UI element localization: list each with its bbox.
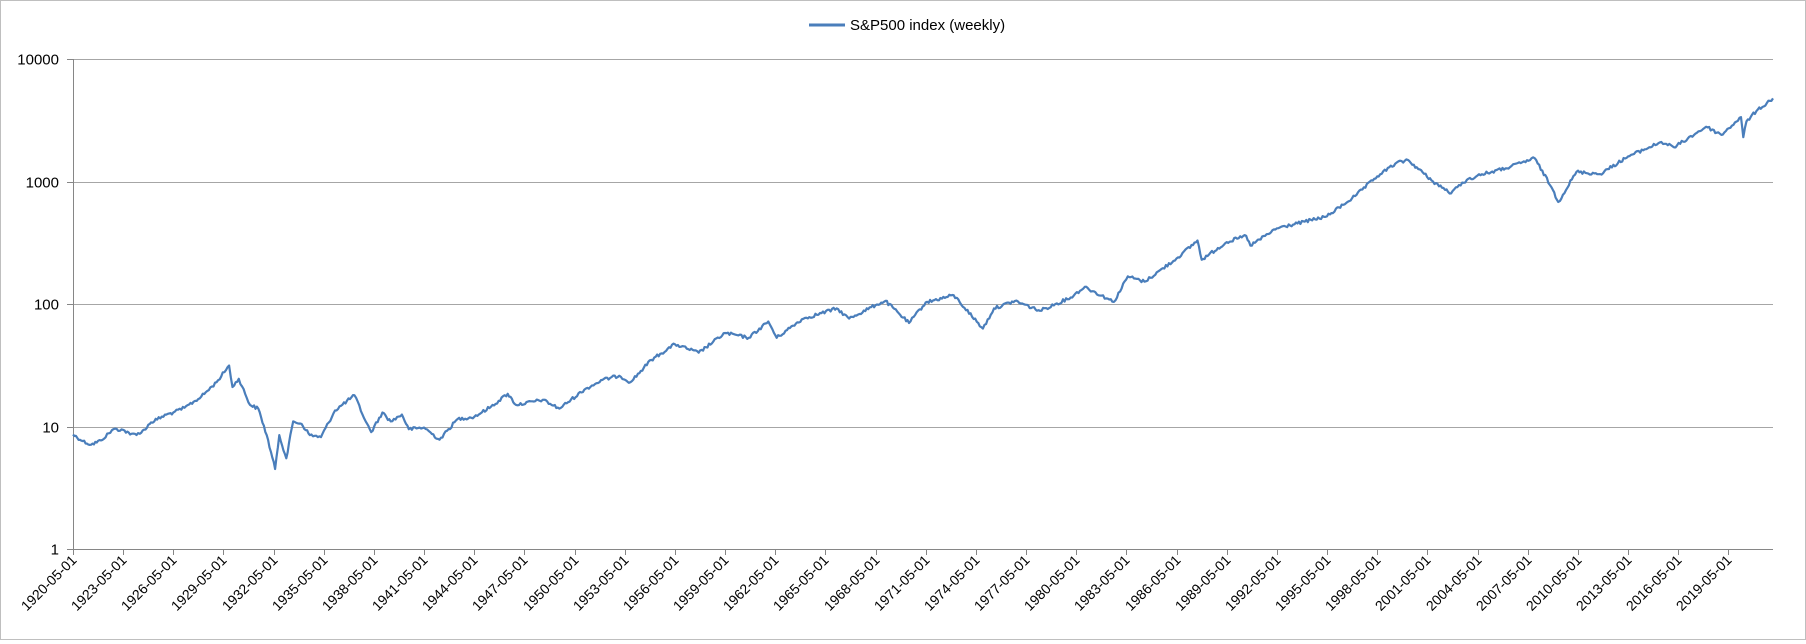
series-layer <box>72 97 1774 471</box>
series-line-0 <box>72 97 1774 471</box>
y-tick-label: 10000 <box>17 52 59 69</box>
legend: S&P500 index (weekly) <box>809 17 1005 34</box>
legend-label: S&P500 index (weekly) <box>850 17 1005 34</box>
y-tick-label: 1 <box>51 542 59 559</box>
y-tick-label: 100 <box>34 297 59 314</box>
y-tick-label: 1000 <box>26 175 59 192</box>
axes: 1101001000100001920-05-011923-05-011926-… <box>17 52 1773 614</box>
gridlines <box>73 59 1773 428</box>
y-tick-label: 10 <box>42 420 59 437</box>
